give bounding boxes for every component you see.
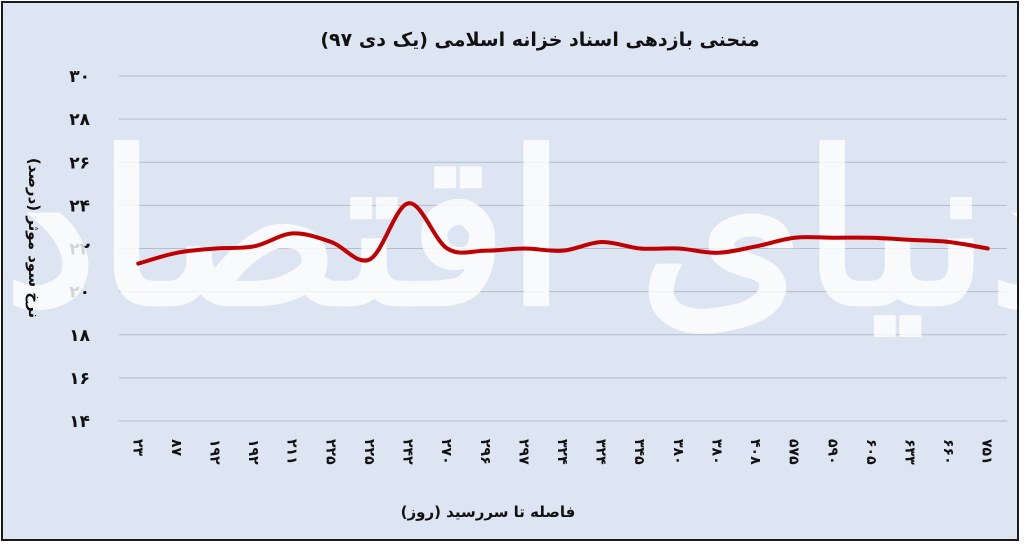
x-tick-label: ۶۶۰ <box>940 439 956 465</box>
x-tick-label: ۲۴۲ <box>400 439 416 465</box>
y-tick-label: ۱۴ <box>69 412 90 432</box>
y-tick-label: ۲۸ <box>69 110 90 130</box>
x-tick-label: ۸۷ <box>168 439 184 457</box>
x-tick-label: ۲۹۶ <box>477 439 493 465</box>
y-tick-label: ۲۰ <box>69 283 90 303</box>
chart-title: منحنی بازدهی اسناد خزانه اسلامی (یک دی ۹… <box>320 29 759 51</box>
x-tick-label: ۲۹۷ <box>515 439 531 465</box>
watermark: دنیای اقتصاد <box>4 106 1017 353</box>
y-tick-label: ۱۶ <box>69 369 90 389</box>
y-tick-label: ۲۴ <box>69 196 90 216</box>
x-tick-label: ۲۱۱ <box>284 439 300 465</box>
watermark-text: دنیای اقتصاد <box>4 106 1017 353</box>
yield-curve-chart: منحنی بازدهی اسناد خزانه اسلامی (یک دی ۹… <box>4 29 1017 521</box>
x-tick-label: ۱۹۲ <box>207 439 223 465</box>
x-tick-label: ۳۸۰ <box>708 439 724 465</box>
x-axis-label: فاصله تا سررسید (روز) <box>401 503 576 521</box>
x-tick-label: ۳۲۴ <box>554 439 570 465</box>
x-tick-label: ۴۰۸ <box>747 439 763 465</box>
x-tick-label: ۳۴۵ <box>631 439 647 465</box>
y-tick-labels: ۱۴ ۱۶ ۱۸ ۲۰ ۲۲ ۲۴ ۲۶ ۲۸ ۳۰ <box>69 67 90 432</box>
y-tick-label: ۲۶ <box>69 153 90 173</box>
x-tick-labels: ۲۳ ۸۷ ۱۹۲ ۱۹۲ ۲۱۱ ۲۲۵ ۲۲۵ ۲۴۲ ۲۷۰ ۲۹۶ ۲۹۷ ۳۲۴ ۳۲۴ ۳۴۵… <box>129 439 994 465</box>
y-tick-label: ۲۲ <box>69 240 90 260</box>
x-tick-label: ۳۲۴ <box>593 439 609 465</box>
x-tick-label: ۲۲۵ <box>361 439 377 465</box>
x-tick-label: ۳۸۰ <box>670 439 686 465</box>
x-tick-label: ۲۲۵ <box>322 439 338 465</box>
series-line <box>136 201 990 266</box>
x-tick-label: ۶۳۳ <box>901 439 917 465</box>
x-tick-label: ۷۵۱ <box>979 439 995 465</box>
x-tick-label: ۲۳ <box>129 439 145 457</box>
x-tick-label: ۵۹۰ <box>824 439 840 465</box>
grid-lines <box>119 75 1007 422</box>
y-tick-label: ۱۸ <box>69 326 90 346</box>
series-group <box>136 201 990 266</box>
x-tick-label: ۲۷۰ <box>438 439 454 465</box>
x-tick-label: ۶۰۵ <box>863 439 879 465</box>
x-tick-label: ۵۷۵ <box>786 439 802 465</box>
y-axis-label: نرخ سود موثر (درصد) <box>25 158 43 318</box>
x-tick-label: ۱۹۲ <box>245 439 261 465</box>
y-tick-label: ۳۰ <box>69 67 90 87</box>
